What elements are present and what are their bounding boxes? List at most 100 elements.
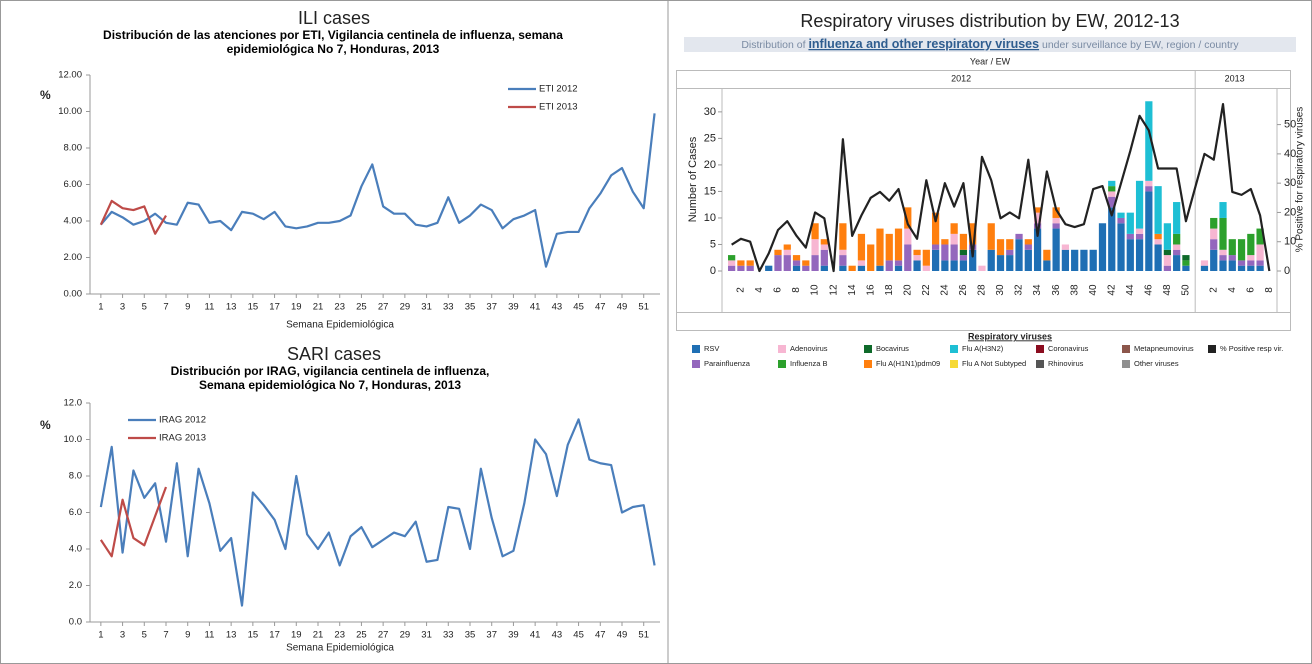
y-tick-label: 8.00 xyxy=(64,143,83,154)
bar-segment xyxy=(839,223,847,250)
bar-segment xyxy=(1182,265,1190,271)
chart-subtitle: Distribution of influenza and other resp… xyxy=(741,37,1239,51)
legend-label: Bocavirus xyxy=(876,344,909,353)
bar-segment xyxy=(996,239,1005,256)
x-tick-label: 13 xyxy=(226,302,237,313)
bar-segment xyxy=(1256,228,1264,245)
y-tick-label: 30 xyxy=(704,106,716,118)
x-tick-label: 39 xyxy=(508,630,519,641)
subtitle-part: influenza and other respiratory viruses xyxy=(808,37,1039,51)
legend-swatch xyxy=(778,345,786,353)
x-tick-label: 51 xyxy=(638,302,649,313)
bar-segment xyxy=(1173,249,1181,256)
y-tick-label: 6.0 xyxy=(69,507,82,518)
x-tick-label: 26 xyxy=(958,284,969,296)
line-series xyxy=(99,418,656,607)
x-tick-label: 23 xyxy=(334,302,345,313)
bar-segment xyxy=(1033,223,1042,229)
x-tick-label: 22 xyxy=(921,284,932,296)
bar-segment xyxy=(1006,239,1014,250)
bar-segment xyxy=(1173,244,1181,250)
x-tick-label: 35 xyxy=(465,302,476,313)
bar-segment xyxy=(1024,244,1032,250)
x-tick-label: 1 xyxy=(98,630,103,641)
line-series xyxy=(731,103,1271,273)
y-tick-label: 20 xyxy=(704,159,716,171)
y2-tick-label: 20 xyxy=(1284,206,1296,218)
bar-segment xyxy=(1210,217,1218,229)
bar-segment xyxy=(969,223,977,245)
x-tick-label: 43 xyxy=(552,302,563,313)
x-tick-label: 40 xyxy=(1088,284,1099,296)
y-tick-label: 0 xyxy=(710,265,716,277)
bar-segment xyxy=(1228,239,1236,256)
y2-tick-label: 30 xyxy=(1284,177,1296,189)
subtitle-part: Distribution of xyxy=(741,39,808,51)
x-tick-label: 28 xyxy=(977,284,988,296)
x-tick-label: 47 xyxy=(595,302,606,313)
x-tick-label: 34 xyxy=(1032,284,1043,296)
bar-segment xyxy=(959,255,968,261)
x-tick-label: 49 xyxy=(617,302,628,313)
x-tick-label: 45 xyxy=(573,302,584,313)
x-tick-label: 25 xyxy=(356,302,367,313)
chart-subtitle: Distribución por IRAG, vigilancia centin… xyxy=(170,364,490,392)
y-tick-label: 0.00 xyxy=(64,289,83,300)
x-tick-label: 3 xyxy=(120,302,125,313)
legend-swatch xyxy=(950,345,958,353)
bar-segment xyxy=(728,255,736,261)
bar-segment xyxy=(894,265,903,271)
y-tick-label: 10 xyxy=(704,212,716,224)
x-tick-label: 31 xyxy=(421,302,432,313)
legend-swatch xyxy=(1036,345,1044,353)
bar-segment xyxy=(996,255,1005,271)
bar-segment xyxy=(1219,249,1227,256)
x-tick-label: 21 xyxy=(313,630,324,641)
bar-segment xyxy=(1126,212,1134,234)
bar-segment xyxy=(765,265,773,271)
x-tick-label: 6 xyxy=(1245,287,1256,293)
x-tick-label: 18 xyxy=(884,284,895,296)
bar-segment xyxy=(1089,249,1097,271)
bar-segment xyxy=(1006,249,1014,256)
y-tick-label: 2.0 xyxy=(69,580,82,591)
x-tick-label: 8 xyxy=(791,287,802,293)
x-tick-label: 32 xyxy=(1014,284,1025,296)
x-group-title: Year / EW xyxy=(970,56,1011,66)
bar-segment xyxy=(1237,260,1246,266)
legend-label: % Positive resp vir. xyxy=(1220,344,1283,353)
bar-segment xyxy=(1210,228,1218,240)
bar-segment xyxy=(1135,180,1144,229)
x-tick-label: 7 xyxy=(163,630,168,641)
bar-segment xyxy=(848,265,856,271)
bar-segment xyxy=(1117,212,1125,218)
x-tick-label: 5 xyxy=(142,630,147,641)
bar-segment xyxy=(922,265,930,271)
bar-segment xyxy=(1200,265,1209,271)
legend-label: ETI 2013 xyxy=(539,102,578,113)
bar-segment xyxy=(1117,217,1125,224)
bar-segment xyxy=(950,244,958,261)
x-tick-label: 17 xyxy=(269,302,280,313)
bar-segment xyxy=(1015,233,1023,240)
bar-segment xyxy=(1061,249,1070,271)
x-tick-label: 24 xyxy=(940,284,951,296)
x-axis-label: Semana Epidemiológica xyxy=(286,643,394,654)
x-tick-label: 6 xyxy=(773,287,784,293)
bar-segment xyxy=(950,233,958,245)
y2-tick-label: 40 xyxy=(1284,148,1296,160)
x-tick-label: 27 xyxy=(378,302,389,313)
legend-swatch xyxy=(1122,360,1130,368)
x-tick-label: 39 xyxy=(508,302,519,313)
x-tick-label: 41 xyxy=(530,630,541,641)
x-tick-label: 17 xyxy=(269,630,280,641)
bar-segment xyxy=(1210,239,1218,250)
subtitle-band xyxy=(684,37,1296,52)
x-tick-label: 2 xyxy=(1208,287,1219,293)
x-tick-label: 9 xyxy=(185,302,190,313)
x-tick-label: 33 xyxy=(443,630,454,641)
bar-segment xyxy=(1135,233,1144,240)
x-tick-label: 15 xyxy=(248,630,259,641)
y2-axis-label: % Positive for respiratory viruses xyxy=(1295,107,1306,253)
